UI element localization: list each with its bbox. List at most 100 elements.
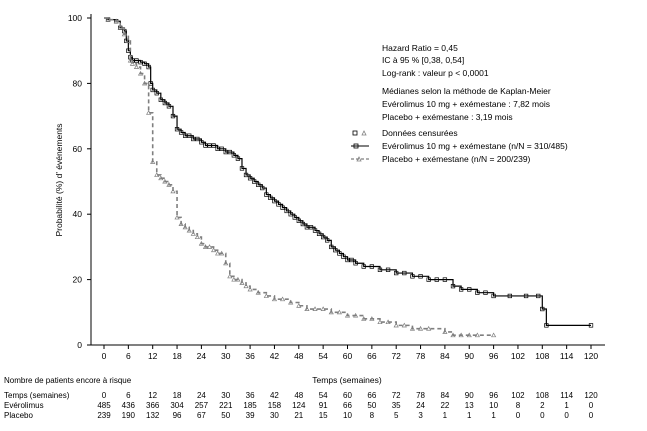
risk-cell: 0	[540, 411, 545, 420]
risk-cell: 8	[370, 411, 375, 420]
censor-marker-everolimus	[150, 87, 155, 93]
censor-marker-placebo	[202, 244, 209, 249]
censor-marker-everolimus	[264, 192, 269, 197]
censor-marker-placebo	[117, 25, 123, 30]
censor-marker-everolimus	[333, 248, 338, 253]
risk-cell: 24	[416, 401, 425, 410]
censor-marker-placebo	[133, 64, 140, 69]
risk-cell: 221	[219, 401, 233, 410]
x-tick-label: 54	[318, 351, 328, 361]
censor-marker-everolimus	[467, 287, 472, 292]
series-everolimus-line	[104, 17, 591, 326]
censor-marker-placebo	[105, 16, 111, 22]
censor-marker-everolimus	[166, 104, 172, 109]
censor-marker-placebo	[186, 227, 192, 233]
risk-cell: 190	[122, 411, 136, 420]
censor-marker-everolimus	[394, 270, 399, 276]
censor-marker-everolimus	[260, 185, 265, 191]
censor-marker-placebo	[121, 31, 127, 37]
censor-marker-placebo	[182, 224, 188, 230]
risk-cell: 5	[394, 411, 399, 420]
risk-cell: 6	[126, 391, 131, 400]
risk-cell: 21	[294, 411, 303, 420]
censor-marker-everolimus	[195, 136, 200, 142]
risk-cell: 0	[564, 411, 569, 420]
legend-everolimus-label: Evérolimus 10 mg + exémestane (n/N = 310…	[382, 141, 568, 151]
censor-marker-everolimus	[276, 202, 281, 207]
censor-marker-placebo	[141, 80, 148, 86]
risk-cell: 3	[418, 411, 423, 420]
censor-marker-placebo	[127, 57, 133, 63]
censor-marker-everolimus	[215, 146, 220, 151]
censor-marker-placebo	[361, 316, 367, 321]
x-tick-label: 48	[294, 351, 304, 361]
censor-marker-everolimus	[329, 244, 334, 250]
censor-marker-everolimus	[337, 251, 342, 256]
risk-row-label: Temps (semaines)	[4, 391, 70, 400]
censor-marker-placebo	[491, 332, 497, 338]
legend-censored-label: Données censurées	[382, 128, 458, 138]
censor-marker-everolimus	[300, 221, 306, 227]
censor-marker-everolimus	[219, 146, 224, 151]
risk-cell: 120	[584, 391, 598, 400]
censor-marker-everolimus	[402, 270, 407, 276]
censor-marker-placebo	[409, 325, 416, 331]
censor-marker-placebo	[235, 276, 241, 282]
risk-cell: 257	[195, 401, 209, 410]
censor-marker-placebo	[442, 329, 448, 334]
censor-marker-everolimus	[410, 274, 415, 279]
risk-cell: 91	[319, 401, 328, 410]
censor-marker-everolimus	[138, 59, 143, 65]
x-tick-label: 120	[584, 351, 598, 361]
risk-cell: 24	[197, 391, 206, 400]
x-tick-label: 72	[391, 351, 401, 361]
risk-cell: 2	[540, 401, 545, 410]
legend: Données censurées Evérolimus 10 mg + exé…	[351, 128, 568, 164]
risk-cell: 185	[243, 401, 257, 410]
censor-marker-everolimus	[361, 264, 366, 269]
censor-marker-everolimus	[146, 64, 151, 70]
annotations: Hazard Ratio = 0,45 IC à 95 % [0,38, 0,5…	[382, 43, 551, 122]
risk-cell: 158	[268, 401, 282, 410]
risk-cell: 39	[246, 411, 255, 420]
censor-marker-everolimus	[272, 198, 277, 204]
censor-marker-everolimus	[369, 264, 374, 269]
x-axis-label: Temps (semaines)	[312, 375, 382, 385]
censor-marker-everolimus	[588, 323, 594, 328]
censor-marker-everolimus	[247, 176, 253, 181]
censor-marker-placebo	[271, 296, 278, 302]
risk-cell: 10	[489, 401, 498, 410]
censor-marker-placebo	[426, 325, 432, 331]
x-tick-label: 36	[245, 351, 255, 361]
risk-cell: 114	[560, 391, 573, 400]
risk-cell: 102	[511, 391, 525, 400]
censor-marker-everolimus	[199, 140, 204, 145]
censor-marker-everolimus	[142, 61, 147, 66]
censor-marker-everolimus	[170, 113, 176, 119]
x-tick-label: 90	[465, 351, 475, 361]
censor-marker-placebo	[113, 18, 119, 24]
censor-marker-placebo	[129, 61, 136, 66]
legend-placebo-label: Placebo + exémestane (n/N = 200/239)	[382, 154, 531, 164]
censor-marker-everolimus	[239, 166, 245, 171]
y-axis-ticks: 0 20 40 60 80 100	[68, 13, 91, 350]
censor-marker-everolimus	[158, 97, 163, 102]
risk-cell: 42	[270, 391, 279, 400]
x-tick-label: 108	[535, 351, 549, 361]
censor-marker-everolimus	[426, 277, 431, 282]
censor-marker-placebo	[458, 332, 464, 338]
median-placebo: Placebo + exémestane : 3,19 mois	[382, 112, 513, 122]
censor-marker-everolimus	[134, 58, 139, 63]
censor-marker-placebo	[474, 332, 480, 338]
censor-marker-everolimus	[345, 257, 350, 263]
risk-cell: 239	[97, 411, 111, 420]
risk-cell: 96	[173, 411, 182, 420]
risk-cell: 66	[343, 401, 352, 410]
risk-cell: 1	[443, 411, 448, 420]
censor-marker-everolimus	[483, 290, 488, 295]
risk-cell: 0	[516, 411, 521, 420]
censor-marker-everolimus	[434, 277, 439, 282]
x-tick-label: 6	[126, 351, 131, 361]
y-tick-label: 60	[73, 144, 83, 154]
risk-cell: 436	[122, 401, 136, 410]
